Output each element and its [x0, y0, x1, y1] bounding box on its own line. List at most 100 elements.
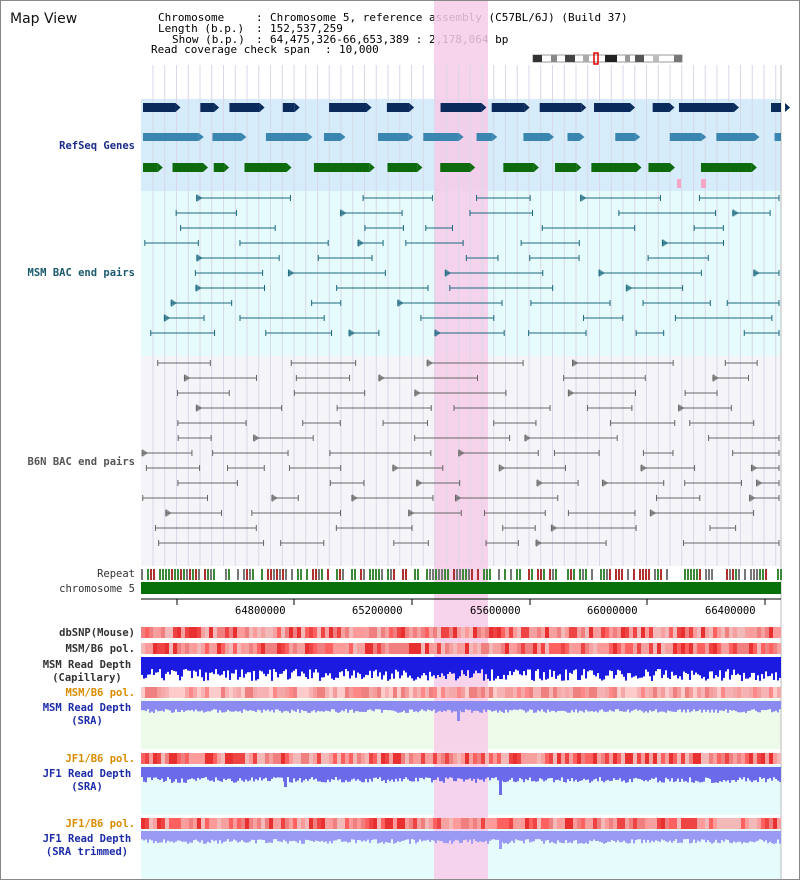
heat-cell	[605, 753, 609, 764]
heat-cell	[773, 643, 777, 654]
depth-bar	[345, 831, 347, 842]
depth-bar	[763, 657, 765, 679]
heat-cell	[769, 627, 773, 638]
depth-bar	[719, 657, 721, 671]
depth-bar	[225, 831, 227, 842]
depth-bar	[609, 831, 611, 842]
heat-cell	[253, 818, 257, 829]
depth-bar	[669, 831, 671, 841]
depth-bar	[755, 701, 757, 711]
repeat-mark	[435, 569, 437, 580]
depth-bar	[263, 767, 265, 779]
heat-cell	[621, 818, 625, 829]
heat-cell	[361, 687, 365, 698]
heat-cell	[197, 627, 201, 638]
depth-bar	[531, 701, 533, 710]
heat-cell	[717, 627, 721, 638]
depth-bar	[413, 767, 415, 782]
heat-cell	[213, 643, 217, 654]
depth-bar	[173, 831, 175, 843]
depth-bar	[157, 767, 159, 780]
depth-bar	[725, 831, 727, 840]
heat-cell	[513, 753, 517, 764]
heat-cell	[333, 753, 337, 764]
bac-end-arrow	[434, 329, 441, 337]
refseq-gene-block	[771, 103, 781, 112]
depth-bar	[157, 657, 159, 673]
depth-bar	[707, 831, 709, 841]
depth-bar	[317, 657, 319, 673]
depth-bar	[405, 767, 407, 778]
heat-cell	[489, 818, 493, 829]
depth-bar	[293, 701, 295, 711]
heat-cell	[673, 753, 677, 764]
depth-bar	[145, 657, 147, 678]
track-label-b6n-bac[interactable]: B6N BAC end pairs	[27, 456, 135, 468]
depth-bar	[585, 767, 587, 781]
heat-cell	[549, 818, 553, 829]
heat-cell	[529, 818, 533, 829]
bac-end-arrow	[537, 479, 544, 487]
refseq-gene-block	[491, 103, 525, 112]
heat-cell	[689, 643, 693, 654]
depth-bar	[371, 701, 373, 711]
depth-bar	[331, 657, 333, 679]
track-label-refseq-genes[interactable]: RefSeq Genes	[59, 140, 135, 152]
heat-cell	[277, 627, 281, 638]
depth-bar	[543, 767, 545, 782]
depth-bar	[347, 657, 349, 672]
depth-bar	[601, 701, 603, 710]
repeat-mark	[390, 569, 392, 580]
depth-bar	[757, 831, 759, 841]
depth-bar	[437, 701, 439, 712]
length-label: Length (b.p.)	[158, 22, 245, 35]
depth-bar	[435, 657, 437, 679]
depth-bar	[521, 831, 523, 841]
heat-cell	[601, 627, 605, 638]
depth-bar	[195, 767, 197, 781]
heat-cell	[201, 643, 205, 654]
depth-bar	[423, 767, 425, 780]
repeat-mark	[276, 569, 278, 580]
track-label-msm-bac[interactable]: MSM BAC end pairs	[27, 267, 135, 279]
heat-cell	[409, 818, 413, 829]
depth-bar	[219, 831, 221, 841]
depth-bar	[341, 831, 343, 842]
depth-bar	[215, 767, 217, 778]
depth-bar	[343, 767, 345, 783]
heat-cell	[513, 818, 517, 829]
depth-bar	[227, 767, 229, 779]
depth-bar	[429, 701, 431, 711]
depth-bar	[325, 701, 327, 711]
depth-bar	[461, 767, 463, 780]
heat-cell	[493, 687, 497, 698]
depth-bar	[679, 701, 681, 710]
depth-bar	[143, 701, 145, 711]
depth-bar	[695, 657, 697, 673]
heat-cell	[445, 687, 449, 698]
depth-bar	[405, 701, 407, 713]
depth-bar	[677, 767, 679, 779]
heat-cell	[445, 627, 449, 638]
refseq-strand-arrow	[669, 103, 675, 112]
depth-bar	[629, 831, 631, 844]
depth-bar	[403, 831, 405, 841]
depth-bar	[495, 831, 497, 841]
depth-bar	[477, 831, 479, 843]
heat-cell	[685, 753, 689, 764]
heat-cell	[653, 753, 657, 764]
depth-bar	[475, 767, 477, 783]
depth-bar	[319, 767, 321, 782]
depth-bar	[595, 767, 597, 779]
depth-bar	[397, 767, 399, 782]
depth-bar	[455, 831, 457, 840]
depth-bar	[507, 657, 509, 676]
depth-bar	[295, 831, 297, 842]
heat-cell	[561, 643, 565, 654]
heat-cell	[633, 687, 637, 698]
depth-bar	[191, 657, 193, 679]
heat-cell	[585, 627, 589, 638]
depth-bar	[237, 831, 239, 843]
chromosome-ideogram[interactable]	[529, 52, 687, 65]
